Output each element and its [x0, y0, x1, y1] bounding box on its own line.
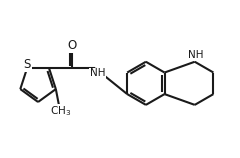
Text: NH: NH — [188, 50, 204, 60]
Text: O: O — [67, 39, 77, 52]
Text: NH: NH — [90, 68, 105, 78]
Text: S: S — [23, 58, 30, 71]
Text: CH$_3$: CH$_3$ — [50, 105, 71, 118]
